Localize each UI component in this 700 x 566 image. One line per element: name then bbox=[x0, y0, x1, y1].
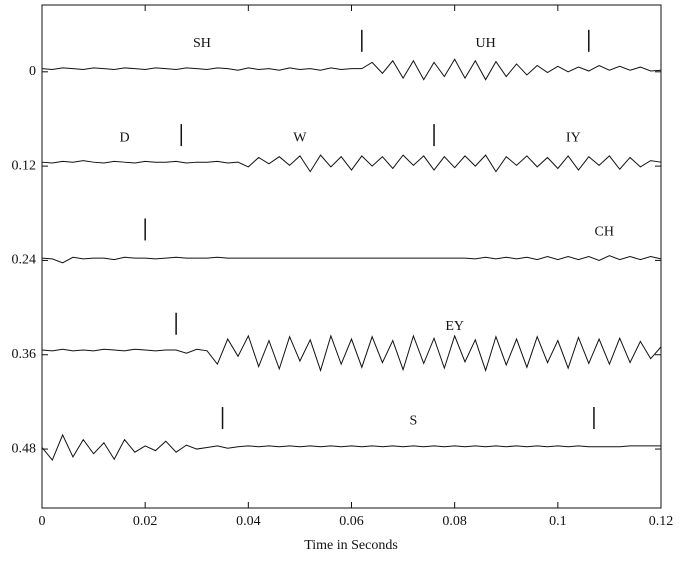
waveform bbox=[41, 255, 662, 264]
x-tick-label: 0.06 bbox=[339, 514, 364, 529]
x-tick-label: 0 bbox=[39, 514, 46, 529]
x-axis-label: Time in Seconds bbox=[304, 538, 398, 553]
phoneme-label: IY bbox=[566, 130, 581, 145]
y-tick-label: 0 bbox=[29, 64, 36, 79]
y-tick-label: 0.24 bbox=[12, 253, 37, 268]
x-tick-label: 0.12 bbox=[649, 514, 674, 529]
waveform bbox=[41, 433, 661, 462]
y-tick-label: 0.48 bbox=[12, 441, 37, 456]
phoneme-label: S bbox=[410, 413, 418, 428]
phoneme-label: EY bbox=[445, 319, 464, 334]
x-tick-label: 0.02 bbox=[133, 514, 158, 529]
phoneme-label: SH bbox=[193, 36, 211, 51]
phoneme-label: W bbox=[293, 130, 307, 145]
x-tick-label: 0.08 bbox=[442, 514, 467, 529]
waveform bbox=[41, 58, 662, 81]
y-tick-label: 0.36 bbox=[12, 347, 37, 362]
phoneme-label: D bbox=[119, 130, 129, 145]
waveform bbox=[41, 154, 662, 173]
waveform bbox=[41, 334, 662, 373]
x-tick-label: 0.1 bbox=[549, 514, 567, 529]
phoneme-label: UH bbox=[475, 36, 495, 51]
y-tick-label: 0.12 bbox=[12, 158, 37, 173]
x-tick-label: 0.04 bbox=[236, 514, 261, 529]
phoneme-label: CH bbox=[595, 225, 614, 240]
